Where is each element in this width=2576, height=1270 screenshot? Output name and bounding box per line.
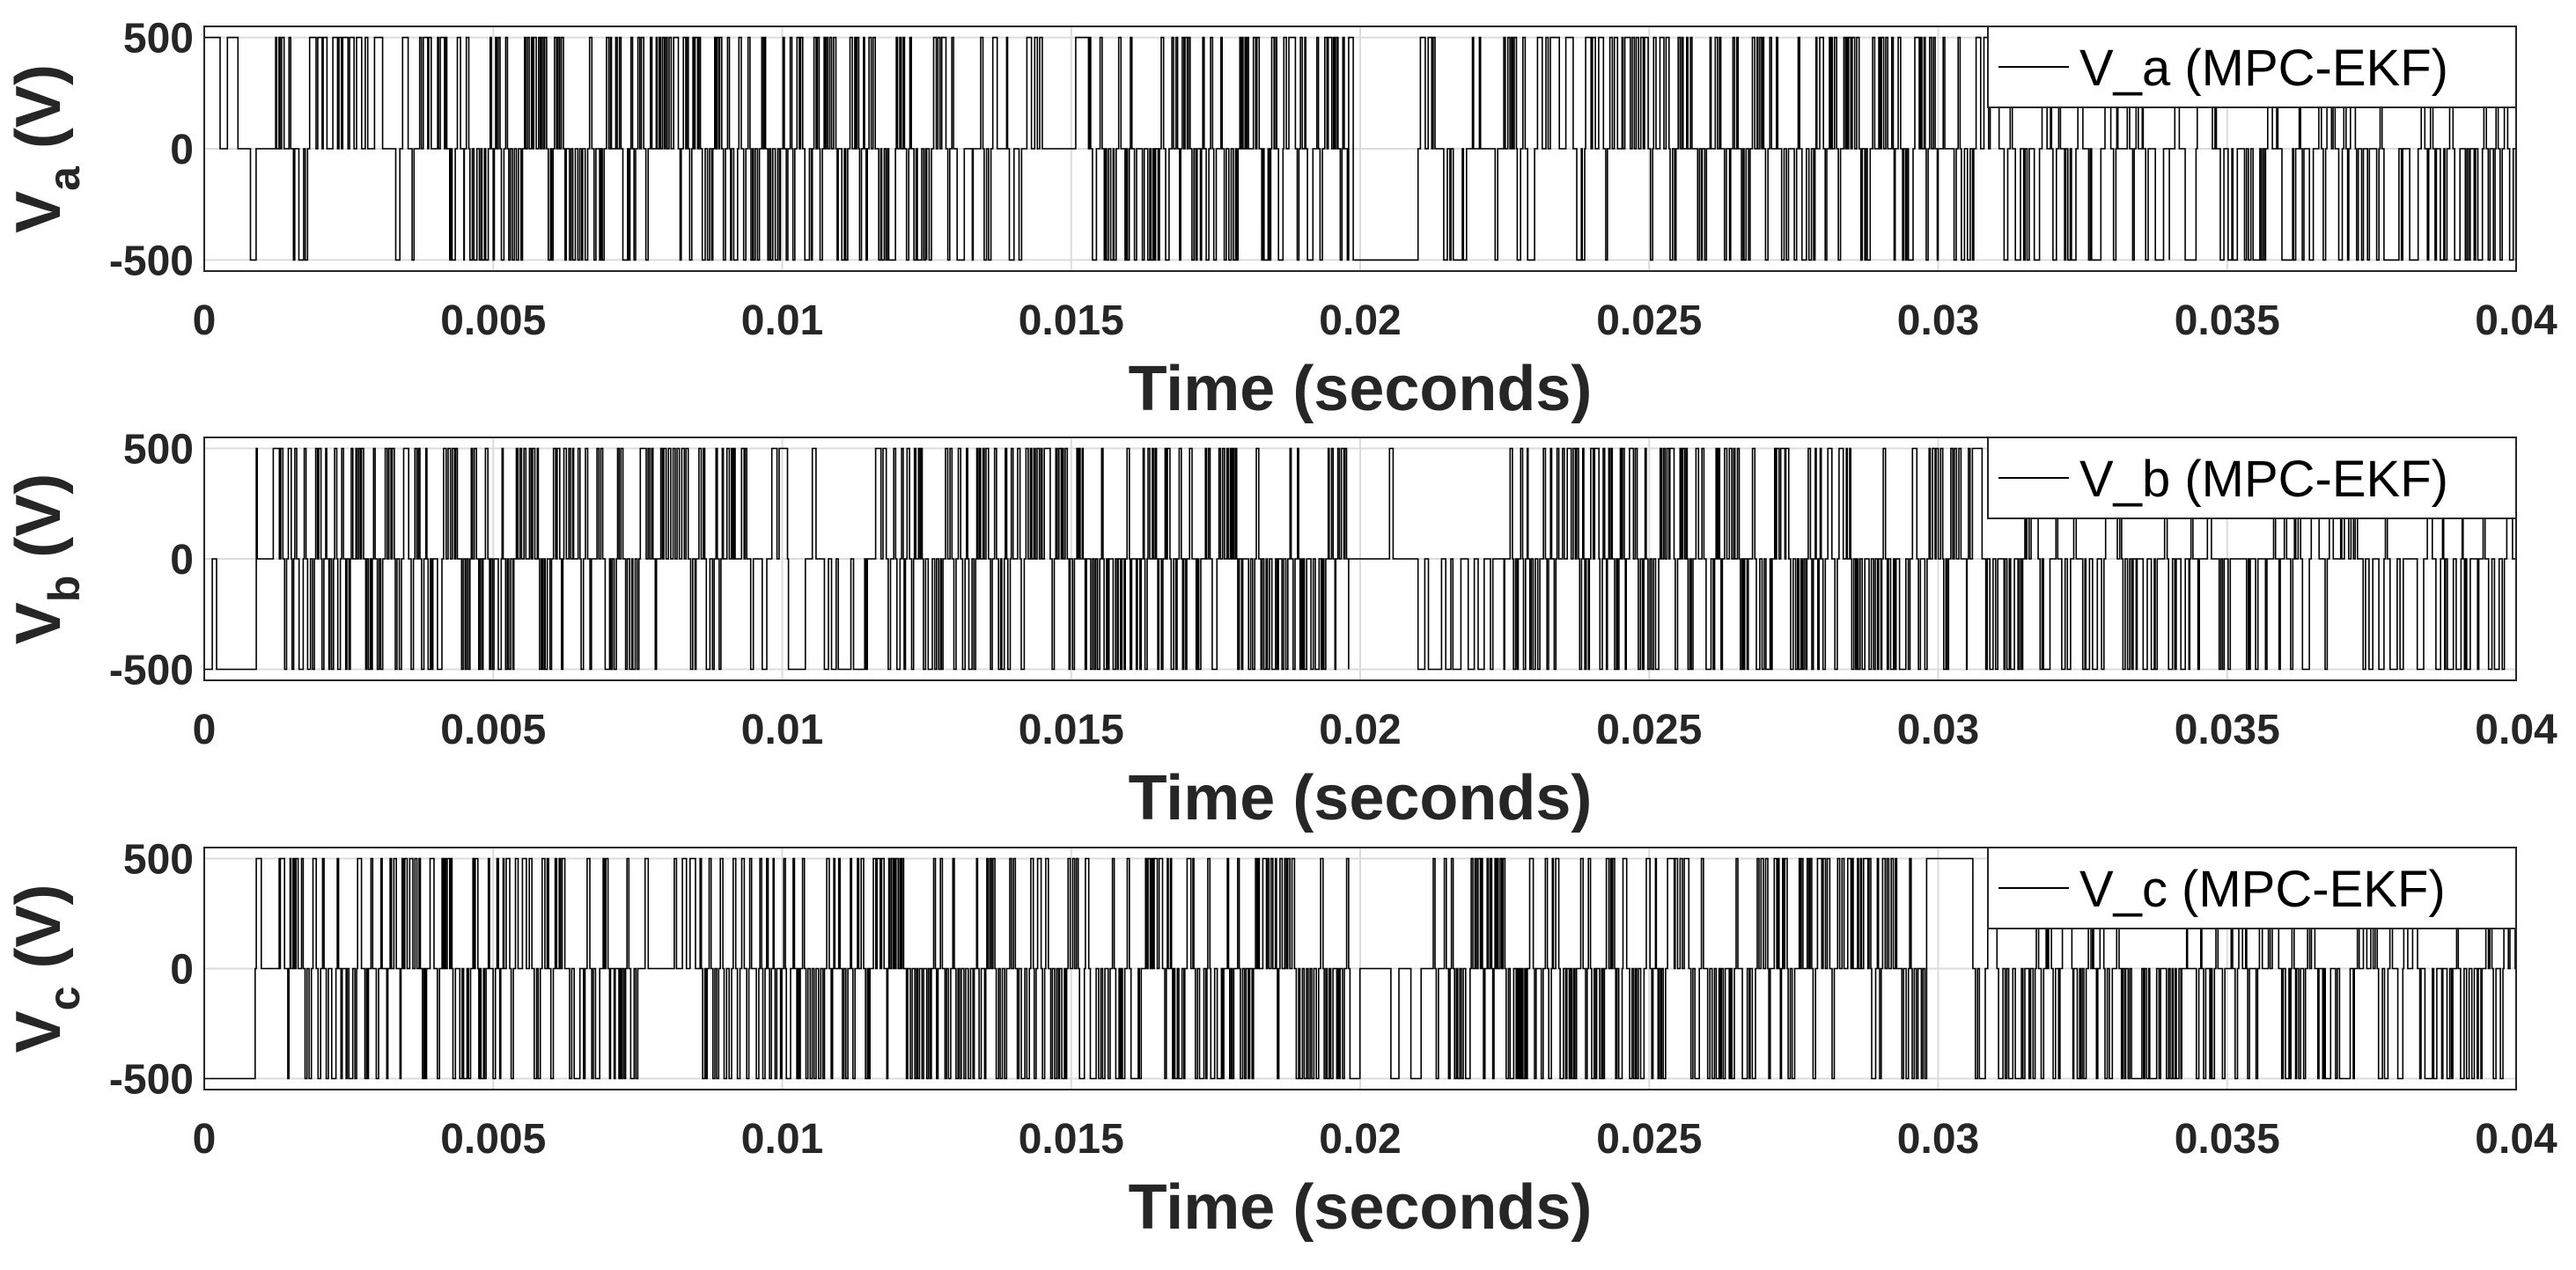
legend: V_b (MPC-EKF) [1987, 437, 2517, 519]
x-tick-label: 0.01 [741, 1116, 823, 1163]
y-axis-label: Vc (V) [4, 885, 89, 1053]
y-axis-label: Va (V) [4, 64, 89, 233]
axes-frame [203, 847, 2517, 1090]
x-tick-label: 0.005 [440, 297, 546, 344]
legend-label: V_c (MPC-EKF) [2079, 861, 2446, 918]
x-tick-label: 0.03 [1897, 707, 1979, 753]
x-tick-label: 0.04 [2475, 1116, 2558, 1163]
x-tick-label: 0.025 [1596, 1116, 1702, 1163]
x-tick-label: 0.035 [2175, 1116, 2280, 1163]
x-tick-label: 0 [193, 297, 217, 344]
legend: V_a (MPC-EKF) [1987, 26, 2517, 108]
y-tick-label: 0 [170, 537, 194, 584]
axes-frame [203, 437, 2517, 681]
x-tick-label: 0.03 [1897, 1116, 1979, 1163]
x-tick-label: 0.005 [440, 1116, 546, 1163]
subplot-2: -500 0 500 0 0.005 0.01 0.015 0.02 0.025 0.03 0.03… [4, 427, 2558, 833]
legend-box [1987, 437, 2517, 519]
x-tick-label: 0.01 [741, 297, 823, 344]
x-tick-label: 0.035 [2175, 297, 2280, 344]
subplot-1: -500 0 500 0 0.005 0.01 0.015 0.02 0.025 0.03 0.03… [4, 16, 2558, 424]
legend-label: V_a (MPC-EKF) [2079, 40, 2448, 97]
y-axis-label: Vb (V) [4, 473, 89, 645]
x-tick-label: 0.025 [1596, 297, 1702, 344]
x-tick-label: 0 [193, 707, 217, 753]
y-tick-label: 500 [123, 427, 194, 473]
x-tick-label: 0.04 [2475, 707, 2558, 753]
y-tick-label: 0 [170, 127, 194, 173]
x-tick-label: 0.015 [1019, 297, 1124, 344]
x-tick-label: 0.015 [1019, 1116, 1124, 1163]
x-tick-label: 0.02 [1319, 1116, 1401, 1163]
x-tick-label: 0 [193, 1116, 217, 1163]
legend-box [1987, 847, 2517, 929]
x-axis-label: Time (seconds) [1129, 763, 1593, 833]
x-axis-label: Time (seconds) [1129, 354, 1593, 424]
x-tick-label: 0.015 [1019, 707, 1124, 753]
x-tick-label: 0.035 [2175, 707, 2280, 753]
x-tick-label: 0.04 [2475, 297, 2558, 344]
y-tick-label: 500 [123, 837, 194, 884]
axes-frame [203, 26, 2517, 272]
x-tick-label: 0.03 [1897, 297, 1979, 344]
legend: V_c (MPC-EKF) [1987, 847, 2517, 929]
x-tick-label: 0.02 [1319, 297, 1401, 344]
x-tick-label: 0.01 [741, 707, 823, 753]
y-tick-label: -500 [109, 647, 194, 694]
legend-label: V_b (MPC-EKF) [2079, 451, 2448, 508]
x-axis-label: Time (seconds) [1129, 1172, 1593, 1243]
x-tick-label: 0.025 [1596, 707, 1702, 753]
y-tick-label: 500 [123, 16, 194, 62]
subplot-3: -500 0 500 0 0.005 0.01 0.015 0.02 0.025 0.03 0.03… [4, 837, 2558, 1244]
series-line-1 [204, 857, 2517, 1080]
y-tick-label: -500 [109, 238, 194, 284]
x-tick-label: 0.02 [1319, 707, 1401, 753]
y-tick-label: -500 [109, 1057, 194, 1104]
y-tick-label: 0 [170, 947, 194, 994]
legend-box [1987, 26, 2517, 108]
x-tick-label: 0.005 [440, 707, 546, 753]
